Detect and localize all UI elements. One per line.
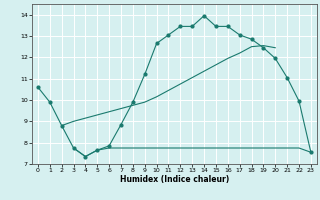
X-axis label: Humidex (Indice chaleur): Humidex (Indice chaleur) [120, 175, 229, 184]
